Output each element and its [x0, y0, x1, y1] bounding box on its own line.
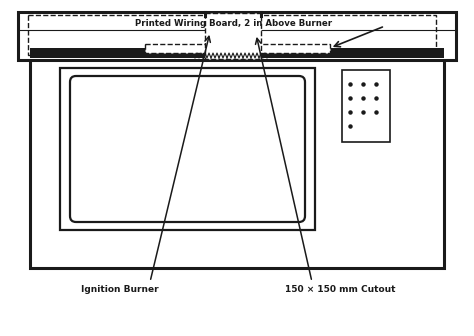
Bar [30, 48, 444, 268]
Text: 150 × 150 mm Cutout: 150 × 150 mm Cutout [285, 286, 395, 294]
Text: Ignition Burner: Ignition Burner [81, 286, 159, 294]
FancyBboxPatch shape [70, 76, 305, 222]
Bar [18, 12, 456, 60]
Bar [145, 44, 330, 53]
Bar [342, 70, 390, 142]
Bar [205, 13, 261, 59]
Bar [60, 68, 315, 230]
Text: Printed Wiring Board, 2 in Above Burner: Printed Wiring Board, 2 in Above Burner [135, 19, 332, 28]
Bar [28, 15, 436, 55]
Bar [30, 48, 444, 58]
